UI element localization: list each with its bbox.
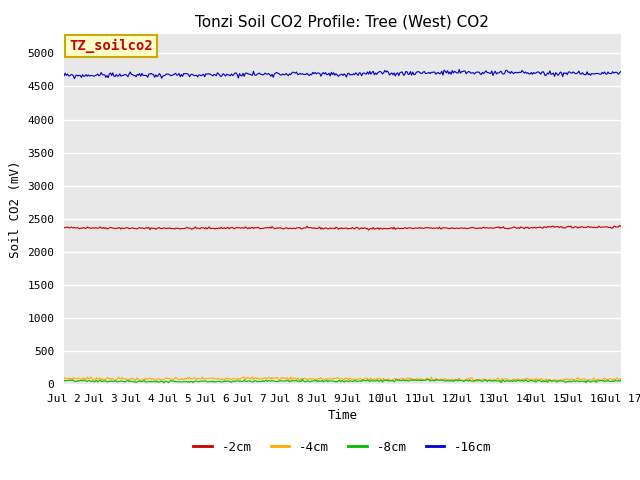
Title: Tonzi Soil CO2 Profile: Tree (West) CO2: Tonzi Soil CO2 Profile: Tree (West) CO2 xyxy=(195,15,490,30)
-2cm xyxy=(616,223,623,228)
-16cm xyxy=(399,72,407,78)
-8cm xyxy=(160,380,168,386)
Line: -8cm: -8cm xyxy=(64,379,621,383)
-16cm xyxy=(472,70,479,75)
-2cm xyxy=(295,225,303,230)
-8cm xyxy=(234,378,242,384)
-16cm xyxy=(617,69,625,74)
Y-axis label: Soil CO2 (mV): Soil CO2 (mV) xyxy=(9,160,22,258)
-2cm xyxy=(617,224,625,229)
Legend: -2cm, -4cm, -8cm, -16cm: -2cm, -4cm, -8cm, -16cm xyxy=(188,436,497,459)
-4cm xyxy=(60,374,68,380)
-4cm xyxy=(373,376,381,382)
Line: -2cm: -2cm xyxy=(64,226,621,230)
Line: -16cm: -16cm xyxy=(64,70,621,79)
-8cm xyxy=(60,378,68,384)
-8cm xyxy=(399,377,407,383)
-8cm xyxy=(373,377,381,383)
-4cm xyxy=(568,376,576,382)
-2cm xyxy=(470,225,478,231)
-16cm xyxy=(568,70,576,76)
Line: -4cm: -4cm xyxy=(64,377,621,382)
-2cm xyxy=(365,227,372,233)
-4cm xyxy=(296,377,304,383)
-4cm xyxy=(547,379,555,384)
-4cm xyxy=(234,375,242,381)
-16cm xyxy=(70,76,78,82)
-4cm xyxy=(470,379,478,384)
-8cm xyxy=(617,377,625,383)
-2cm xyxy=(234,225,241,230)
-4cm xyxy=(617,377,625,383)
-2cm xyxy=(399,226,407,231)
-16cm xyxy=(296,71,304,76)
-16cm xyxy=(234,75,242,81)
-4cm xyxy=(87,374,95,380)
-2cm xyxy=(373,226,381,231)
-2cm xyxy=(60,225,68,230)
-8cm xyxy=(472,378,479,384)
-4cm xyxy=(399,375,407,381)
-16cm xyxy=(373,72,381,77)
-16cm xyxy=(456,67,463,72)
-8cm xyxy=(296,378,304,384)
-8cm xyxy=(424,376,431,382)
-2cm xyxy=(567,223,575,229)
X-axis label: Time: Time xyxy=(328,409,357,422)
-16cm xyxy=(60,73,68,79)
-8cm xyxy=(568,379,576,384)
Text: TZ_soilco2: TZ_soilco2 xyxy=(70,39,154,53)
